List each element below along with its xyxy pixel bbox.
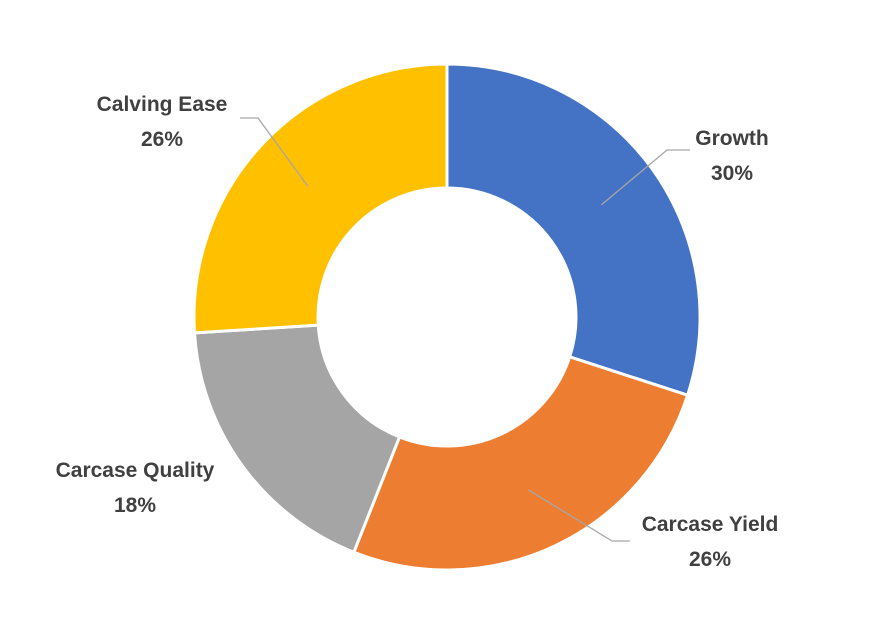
donut-slice-carcase-quality [192, 323, 402, 555]
slice-name-label: Carcase Yield [642, 513, 779, 536]
donut-slice-calving-ease [192, 62, 449, 335]
data-label-carcase-quality: Carcase Quality 18% [56, 459, 215, 517]
donut-slices [192, 62, 702, 572]
leader-line-calving-ease [240, 117, 309, 187]
slice-value-label: 18% [114, 494, 156, 517]
leader-lines [240, 117, 690, 542]
slice-value-label: 26% [689, 548, 731, 571]
data-label-growth: Growth 30% [695, 127, 769, 185]
donut-slice-carcase-yield [351, 354, 690, 572]
leader-line-growth [601, 149, 690, 206]
data-label-carcase-yield: Carcase Yield 26% [642, 513, 779, 571]
slice-name-label: Growth [695, 127, 769, 150]
donut-slice-growth [445, 62, 702, 398]
slice-value-label: 30% [711, 162, 753, 185]
data-label-calving-ease: Calving Ease 26% [97, 93, 228, 151]
leader-line-carcase-yield [527, 489, 630, 542]
slice-value-label: 26% [141, 128, 183, 151]
slice-name-label: Calving Ease [97, 93, 228, 116]
slice-name-label: Carcase Quality [56, 459, 215, 482]
